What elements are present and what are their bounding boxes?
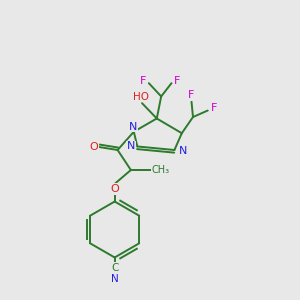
Text: N: N (127, 142, 135, 152)
Text: F: F (174, 76, 180, 86)
Text: N: N (129, 122, 137, 132)
Text: F: F (188, 90, 195, 100)
Text: O: O (90, 142, 98, 152)
Text: HO: HO (134, 92, 149, 102)
Text: CH₃: CH₃ (151, 165, 169, 175)
Text: F: F (140, 76, 147, 86)
Text: N: N (111, 274, 119, 284)
Text: C: C (111, 263, 118, 273)
Text: O: O (110, 184, 119, 194)
Text: N: N (178, 146, 187, 156)
Text: C: C (111, 264, 118, 274)
Text: F: F (210, 103, 217, 112)
